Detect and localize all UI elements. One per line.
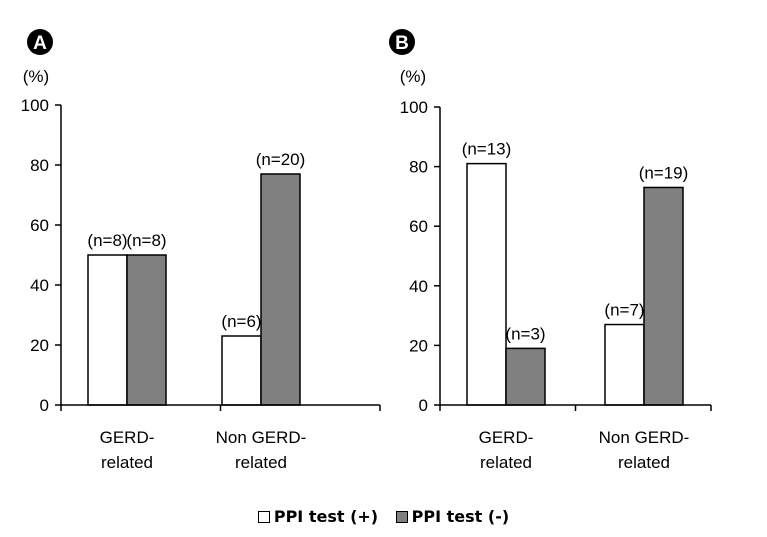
- panel-b-data-label-1-1: (n=19): [639, 163, 689, 182]
- panel-b-y-tick-label-1: 20: [409, 336, 428, 355]
- legend-swatch-positive: [257, 510, 270, 523]
- panel-a-badge: [27, 29, 53, 55]
- panel-b-y-tick-label-0: 0: [419, 396, 428, 415]
- panel-b-bar-positive-0: [466, 162, 507, 406]
- panel-a-data-label-0-1: (n=6): [221, 312, 261, 331]
- panel-b-bar-positive-1: [604, 323, 645, 406]
- panel-b-category-label-1-line2: related: [618, 453, 670, 472]
- panel-b-data-label-0-1: (n=7): [604, 301, 644, 320]
- panel-a-data-label-0-0: (n=8): [87, 231, 127, 250]
- panel-b-y-tick-label-2: 40: [409, 277, 428, 296]
- panel-a-category-label-1-line1: Non GERD-: [216, 428, 307, 447]
- panel-a-y-tick-label-2: 40: [30, 276, 49, 295]
- panel-a-y-tick-label-1: 20: [30, 336, 49, 355]
- legend: PPI test (+) PPI test (-): [0, 507, 767, 527]
- panel-b-letter: B: [395, 33, 409, 54]
- panel-a-y-tick-label-0: 0: [40, 396, 49, 415]
- panel-a-unit-label: (%): [23, 67, 49, 86]
- panel-b-bar-negative-1: [643, 186, 684, 406]
- panel-a-data-label-1-0: (n=8): [126, 231, 166, 250]
- panel-a-bar-positive-1: [221, 335, 262, 406]
- panel-b-category-label-0-line1: GERD-: [479, 428, 534, 447]
- panel-b-unit-label: (%): [400, 67, 426, 86]
- panel-a-bar-negative-0: [126, 254, 167, 406]
- panel-b-category-label-0-line2: related: [480, 453, 532, 472]
- panel-a-bar-positive-0: [87, 254, 128, 406]
- figure-canvas: A (%) (n=8)(n=8) GERD-related (n=6) (n=20) Non…: [21, 29, 712, 472]
- legend-swatch-negative: [395, 510, 408, 523]
- panel-a-data-label-1-1: (n=20): [256, 150, 306, 169]
- legend-item-negative: PPI test (-): [395, 507, 510, 526]
- legend-label-negative: PPI test (-): [411, 507, 510, 526]
- panel-a-category-label-0-line1: GERD-: [100, 428, 155, 447]
- panel-a-y-tick-label-5: 100: [21, 96, 49, 115]
- panel-b-data-label-0-0: (n=13): [462, 140, 512, 159]
- panel-a-y-tick-label-4: 80: [30, 156, 49, 175]
- legend-item-positive: PPI test (+): [257, 507, 379, 526]
- panel-b-badge: [389, 29, 415, 55]
- panel-a-bar-negative-1: [260, 173, 301, 406]
- panel-b-y-tick-label-4: 80: [409, 158, 428, 177]
- panel-b-data-label-1-0: (n=3): [505, 324, 545, 343]
- legend-label-positive: PPI test (+): [273, 507, 379, 526]
- panel-a-letter: A: [33, 33, 47, 54]
- panel-b-bar-negative-0: [505, 347, 546, 406]
- panel-b-category-label-1-line1: Non GERD-: [599, 428, 690, 447]
- panel-b-y-tick-label-5: 100: [400, 98, 428, 117]
- panel-a-category-label-0-line2: related: [101, 453, 153, 472]
- panel-a-y-tick-label-3: 60: [30, 216, 49, 235]
- panel-a-category-label-1-line2: related: [235, 453, 287, 472]
- panel-b-y-tick-label-3: 60: [409, 217, 428, 236]
